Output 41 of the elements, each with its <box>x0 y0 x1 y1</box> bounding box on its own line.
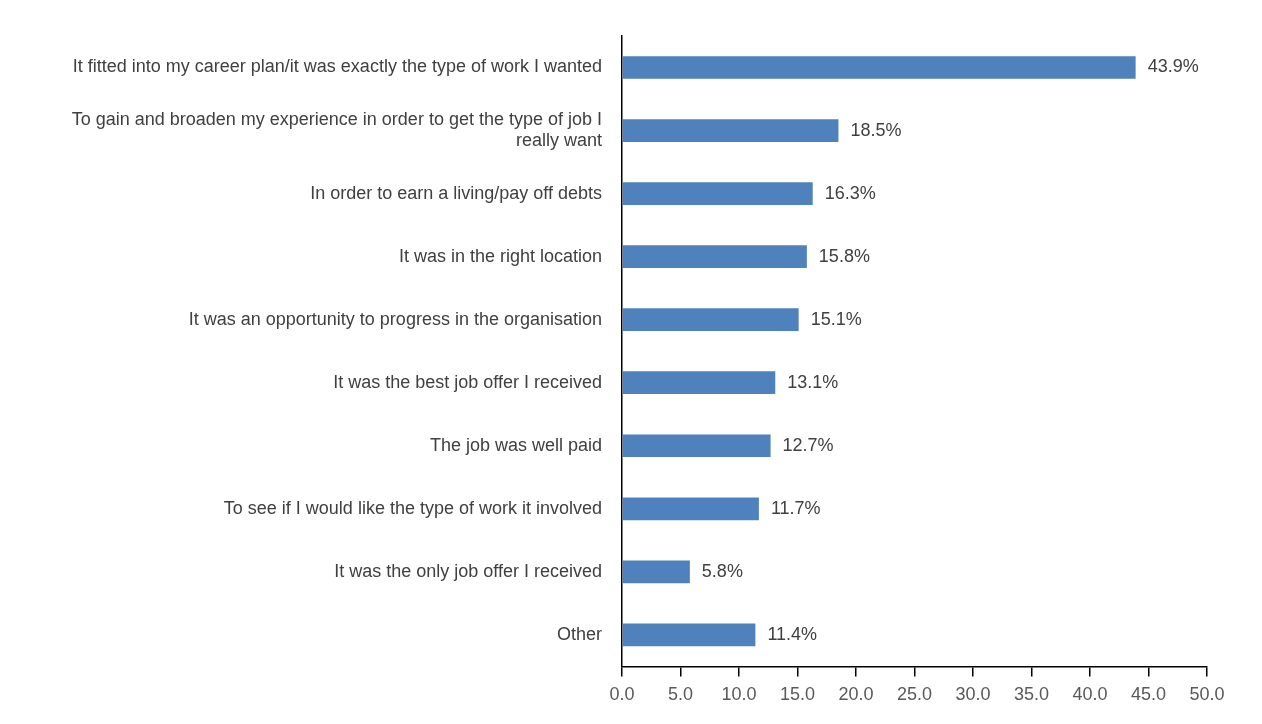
x-tick-label: 45.0 <box>1130 684 1167 705</box>
bar <box>622 371 776 395</box>
y-tick-label: To see if I would like the type of work it involved <box>223 497 602 518</box>
x-tick-label: 25.0 <box>896 684 933 705</box>
bar <box>622 56 1136 79</box>
data-label: 11.4% <box>767 623 818 644</box>
x-tick-label: 15.0 <box>779 684 816 705</box>
data-label: 16.3% <box>824 182 876 203</box>
x-tick-label: 50.0 <box>1189 684 1225 705</box>
data-label: 43.9% <box>1147 56 1199 77</box>
bar <box>622 245 807 268</box>
y-tick-label: To gain and broaden my experience in order to get the type of job I really want <box>71 108 602 151</box>
x-tick-label: 30.0 <box>955 684 991 705</box>
data-label: 18.5% <box>850 119 902 140</box>
x-tick-label: 35.0 <box>1013 684 1050 705</box>
data-label: 15.8% <box>818 245 870 266</box>
x-tick-label: 5.0 <box>667 684 694 705</box>
bar <box>622 434 771 458</box>
y-tick-label: It was in the right location <box>398 245 602 266</box>
y-tick-label: It was an opportunity to progress in the organisation <box>188 308 602 329</box>
bar <box>622 560 690 584</box>
x-tick-label: 10.0 <box>721 684 757 705</box>
data-label: 5.8% <box>701 560 743 581</box>
y-tick-label: Other <box>556 623 602 644</box>
data-label: 11.7% <box>770 497 821 518</box>
y-tick-label: In order to earn a living/pay off debts <box>310 182 602 203</box>
bar <box>622 182 813 205</box>
y-tick-label: It was the only job offer I received <box>334 560 602 581</box>
bar <box>622 623 756 647</box>
y-tick-label: It was the best job offer I received <box>333 371 602 392</box>
bar <box>622 308 799 332</box>
x-tick-label: 0.0 <box>609 684 635 705</box>
x-tick-label: 40.0 <box>1072 684 1108 705</box>
y-tick-label: The job was well paid <box>429 434 602 455</box>
x-tick-label: 20.0 <box>838 684 874 705</box>
bar <box>622 497 759 521</box>
data-label: 13.1% <box>787 371 839 392</box>
y-tick-label: It fitted into my career plan/it was exactly the type of work I wanted <box>72 56 602 77</box>
bar <box>622 119 839 142</box>
data-label: 12.7% <box>782 434 834 455</box>
data-label: 15.1% <box>810 308 862 329</box>
